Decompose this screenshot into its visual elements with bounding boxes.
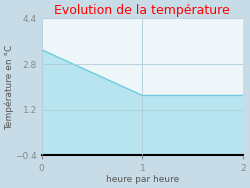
Title: Evolution de la température: Evolution de la température [54,4,230,17]
X-axis label: heure par heure: heure par heure [106,175,179,184]
Y-axis label: Température en °C: Température en °C [4,44,14,130]
